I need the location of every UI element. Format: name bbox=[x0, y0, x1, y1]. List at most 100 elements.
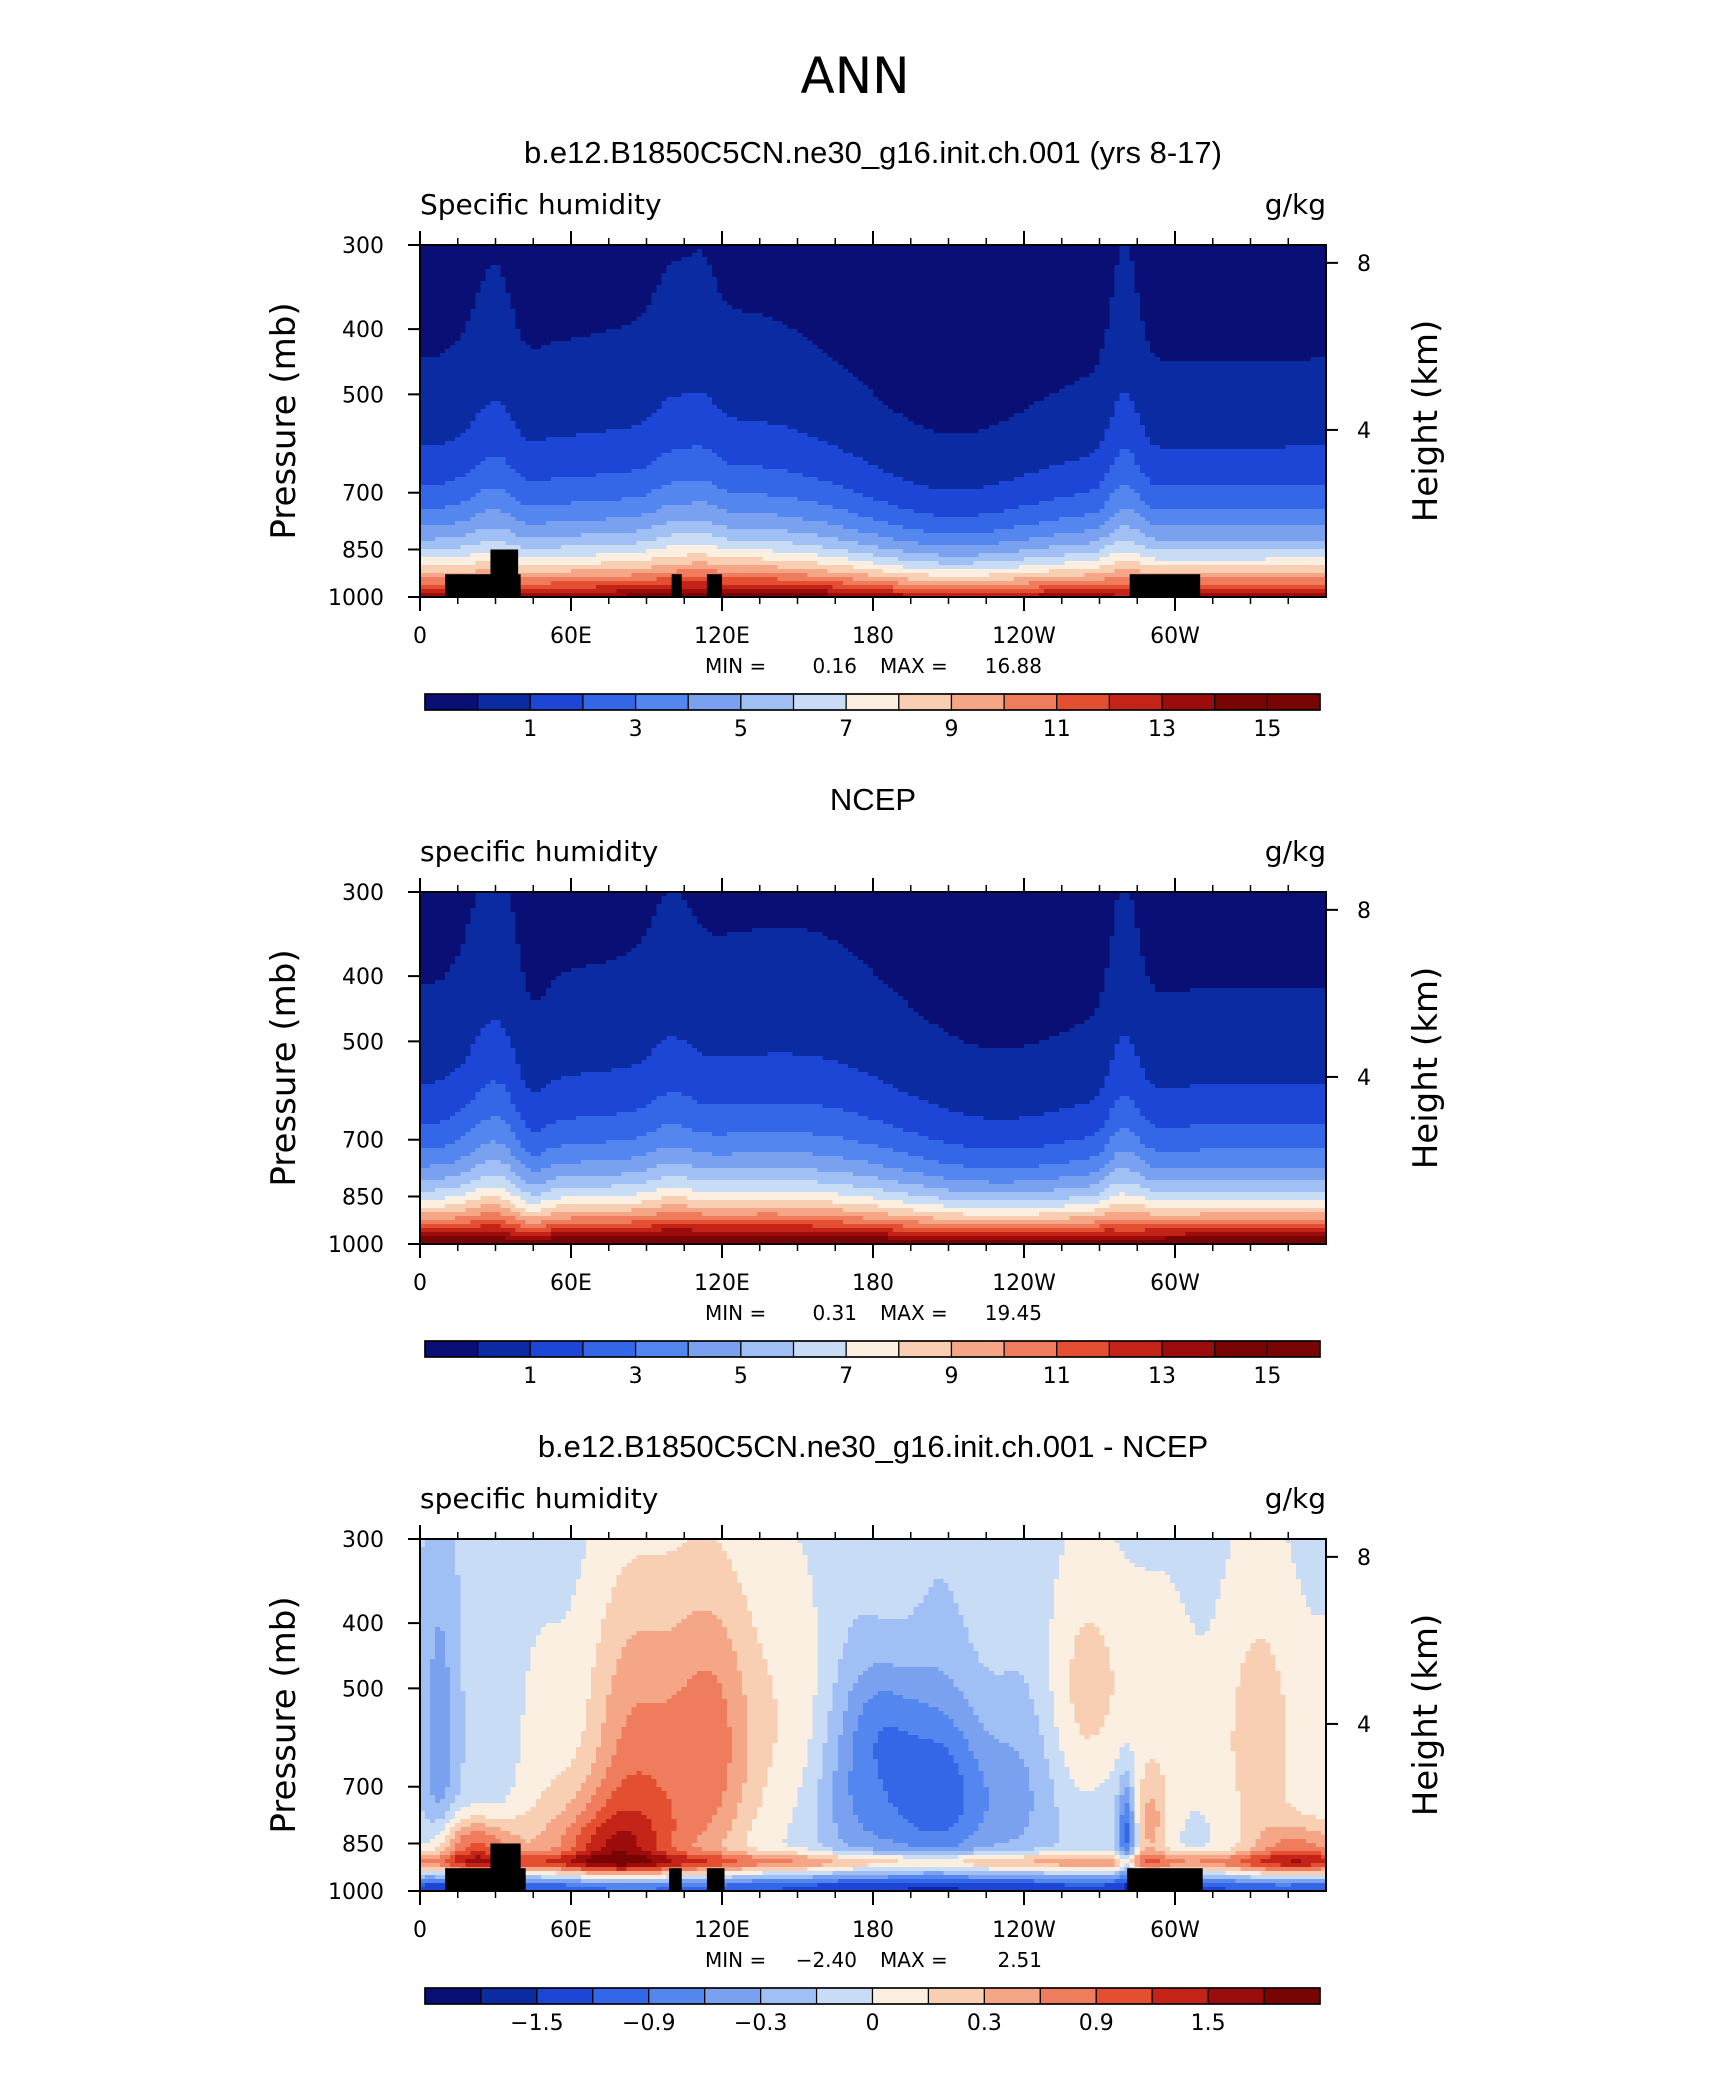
field-cell bbox=[727, 1779, 748, 1784]
max-label: MAX = bbox=[880, 1301, 948, 1325]
field-cell bbox=[571, 1603, 607, 1608]
field-cell bbox=[445, 972, 527, 977]
field-cell bbox=[722, 1843, 748, 1848]
field-cell bbox=[1094, 449, 1121, 454]
field-cell bbox=[837, 361, 1101, 366]
field-cell bbox=[420, 1104, 466, 1109]
field-cell bbox=[1134, 261, 1327, 266]
field-cell bbox=[621, 1567, 733, 1572]
field-cell bbox=[510, 1044, 658, 1049]
field-cell bbox=[500, 265, 668, 270]
field-cell bbox=[711, 932, 728, 937]
field-cell bbox=[681, 393, 708, 398]
field-cell bbox=[571, 1859, 587, 1864]
colorbar-box bbox=[740, 1340, 795, 1358]
field-cell bbox=[832, 357, 1101, 362]
field-cell bbox=[520, 956, 617, 961]
field-cell bbox=[1109, 1647, 1252, 1652]
field-cell bbox=[968, 1627, 1050, 1632]
field-cell bbox=[480, 1032, 507, 1037]
field-cell bbox=[767, 1783, 804, 1788]
field-cell bbox=[908, 577, 1015, 582]
field-cell bbox=[420, 1172, 461, 1177]
field-cell bbox=[420, 920, 471, 925]
field-cell bbox=[817, 1651, 844, 1656]
field-cell bbox=[958, 1767, 980, 1772]
field-cell bbox=[485, 509, 502, 514]
field-cell bbox=[671, 1811, 718, 1816]
field-cell bbox=[581, 1879, 678, 1884]
field-cell bbox=[1109, 1060, 1141, 1065]
field-cell bbox=[430, 1671, 451, 1676]
field-cell bbox=[1114, 928, 1141, 933]
field-cell bbox=[1104, 1188, 1151, 1193]
field-cell bbox=[666, 521, 713, 526]
field-cell bbox=[1129, 1168, 1327, 1173]
field-cell bbox=[430, 1819, 436, 1824]
colorbar-box bbox=[648, 1987, 706, 2005]
y-tick-label: 850 bbox=[342, 1185, 384, 1210]
field-cell bbox=[883, 1188, 950, 1193]
field-cell bbox=[797, 497, 874, 502]
field-cell bbox=[470, 1823, 487, 1828]
field-cell bbox=[420, 1875, 426, 1880]
field-cell bbox=[606, 1707, 632, 1712]
field-cell bbox=[1104, 473, 1146, 478]
field-cell bbox=[515, 1779, 552, 1784]
field-cell bbox=[1295, 1567, 1327, 1572]
field-cell bbox=[777, 577, 854, 582]
field-cell bbox=[1144, 325, 1327, 330]
field-cell bbox=[475, 892, 512, 897]
field-cell bbox=[1134, 912, 1327, 917]
field-cell bbox=[722, 293, 1116, 298]
field-cell bbox=[450, 1723, 466, 1728]
y2-tick-label: 8 bbox=[1357, 1546, 1371, 1571]
field-cell bbox=[792, 1807, 819, 1812]
field-cell bbox=[1285, 1783, 1327, 1788]
field-cell bbox=[465, 1739, 522, 1744]
field-cell bbox=[505, 461, 653, 466]
field-cell bbox=[515, 497, 622, 502]
field-cell bbox=[1180, 1591, 1221, 1596]
field-cell bbox=[1235, 1707, 1287, 1712]
field-cell bbox=[963, 1787, 990, 1792]
field-cell bbox=[636, 1555, 728, 1560]
field-cell bbox=[656, 1843, 673, 1848]
field-cell bbox=[817, 1655, 844, 1660]
field-cell bbox=[742, 1787, 763, 1792]
field-cell bbox=[772, 1695, 814, 1700]
field-cell bbox=[903, 1695, 965, 1700]
field-cell bbox=[601, 1723, 627, 1728]
field-cell bbox=[420, 1012, 919, 1017]
field-cell bbox=[515, 313, 643, 318]
field-cell bbox=[732, 1751, 748, 1756]
field-cell bbox=[817, 1647, 844, 1652]
field-cell bbox=[716, 405, 889, 410]
field-cell bbox=[1114, 1104, 1136, 1109]
field-cell bbox=[963, 1691, 1030, 1696]
field-cell bbox=[1134, 1783, 1141, 1788]
field-cell bbox=[722, 1839, 748, 1844]
field-cell bbox=[666, 397, 713, 402]
field-cell bbox=[616, 1739, 733, 1744]
field-cell bbox=[807, 1563, 1060, 1568]
field-cell bbox=[1064, 1759, 1116, 1764]
field-cell bbox=[757, 1815, 794, 1820]
field-cell bbox=[903, 525, 1015, 530]
field-cell bbox=[908, 1887, 960, 1892]
field-cell bbox=[963, 1695, 1030, 1700]
field-cell bbox=[1074, 1779, 1106, 1784]
field-cell bbox=[465, 1759, 522, 1764]
field-cell bbox=[797, 329, 1106, 334]
field-cell bbox=[1235, 1771, 1287, 1776]
field-cell bbox=[1235, 1767, 1287, 1772]
field-cell bbox=[727, 1783, 743, 1788]
field-cell bbox=[420, 916, 471, 921]
field-cell bbox=[420, 457, 487, 462]
field-cell bbox=[430, 1687, 451, 1692]
panel-title: b.e12.B1850C5CN.ne30_g16.init.ch.001 (yr… bbox=[524, 135, 1222, 170]
field-cell bbox=[636, 1192, 839, 1197]
field-cell bbox=[1029, 1811, 1060, 1816]
field-cell bbox=[1159, 1767, 1236, 1772]
field-cell bbox=[958, 1727, 985, 1732]
